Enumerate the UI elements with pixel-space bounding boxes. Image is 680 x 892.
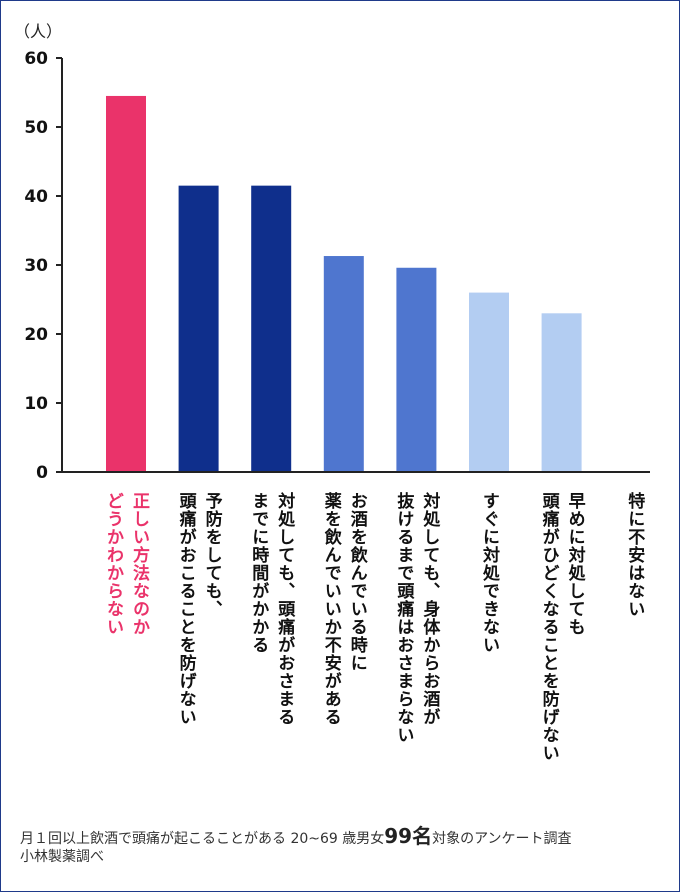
bar-6 bbox=[469, 292, 509, 472]
category-label-8: 特に不安はない bbox=[624, 492, 645, 618]
category-label-3: 対処しても、頭痛がおさまる までに時間がかかる bbox=[248, 492, 295, 726]
y-tick-label-50: 50 bbox=[24, 118, 48, 138]
bar-5 bbox=[396, 267, 437, 472]
y-tick-label-10: 10 bbox=[24, 394, 48, 414]
bar-3 bbox=[251, 185, 292, 472]
footnote-count: 99名 bbox=[384, 824, 433, 848]
category-label-6: すぐに対処できない bbox=[479, 492, 499, 654]
y-tick-label-60: 60 bbox=[24, 49, 48, 69]
category-label-7: 早めに対処しても 頭痛がひどくなることを防げない bbox=[538, 492, 585, 762]
bar-4 bbox=[323, 256, 364, 472]
category-label-4: お酒を飲んでいる時に 薬を飲んでいいか不安がある bbox=[320, 492, 367, 726]
footnote-line2: 小林製薬調べ bbox=[20, 849, 104, 865]
bar-2 bbox=[178, 185, 219, 472]
category-label-1: 正しい方法なのか どうかわからない bbox=[103, 492, 149, 636]
category-label-2: 予防をしても、 頭痛がおこることを防げない bbox=[175, 492, 222, 726]
y-tick-label-20: 20 bbox=[24, 325, 48, 345]
y-tick-label-0: 0 bbox=[36, 463, 48, 483]
bar-1 bbox=[106, 95, 146, 472]
footnote-line1: 月１回以上飲酒で頭痛が起こることがある 20~69 歳男女99名対象のアンケート… bbox=[20, 820, 572, 849]
y-tick-label-30: 30 bbox=[24, 256, 48, 276]
footnote-text-post: 対象のアンケート調査 bbox=[432, 831, 572, 847]
footnote-text-pre: 月１回以上飲酒で頭痛が起こることがある 20~69 歳男女 bbox=[20, 831, 385, 847]
bar-7 bbox=[541, 313, 582, 472]
y-tick-label-40: 40 bbox=[24, 187, 48, 207]
y-axis-unit: （人） bbox=[14, 22, 63, 41]
category-label-5: 対処しても、身体からお酒が 抜けるまで頭痛はおさまらない bbox=[393, 492, 440, 744]
